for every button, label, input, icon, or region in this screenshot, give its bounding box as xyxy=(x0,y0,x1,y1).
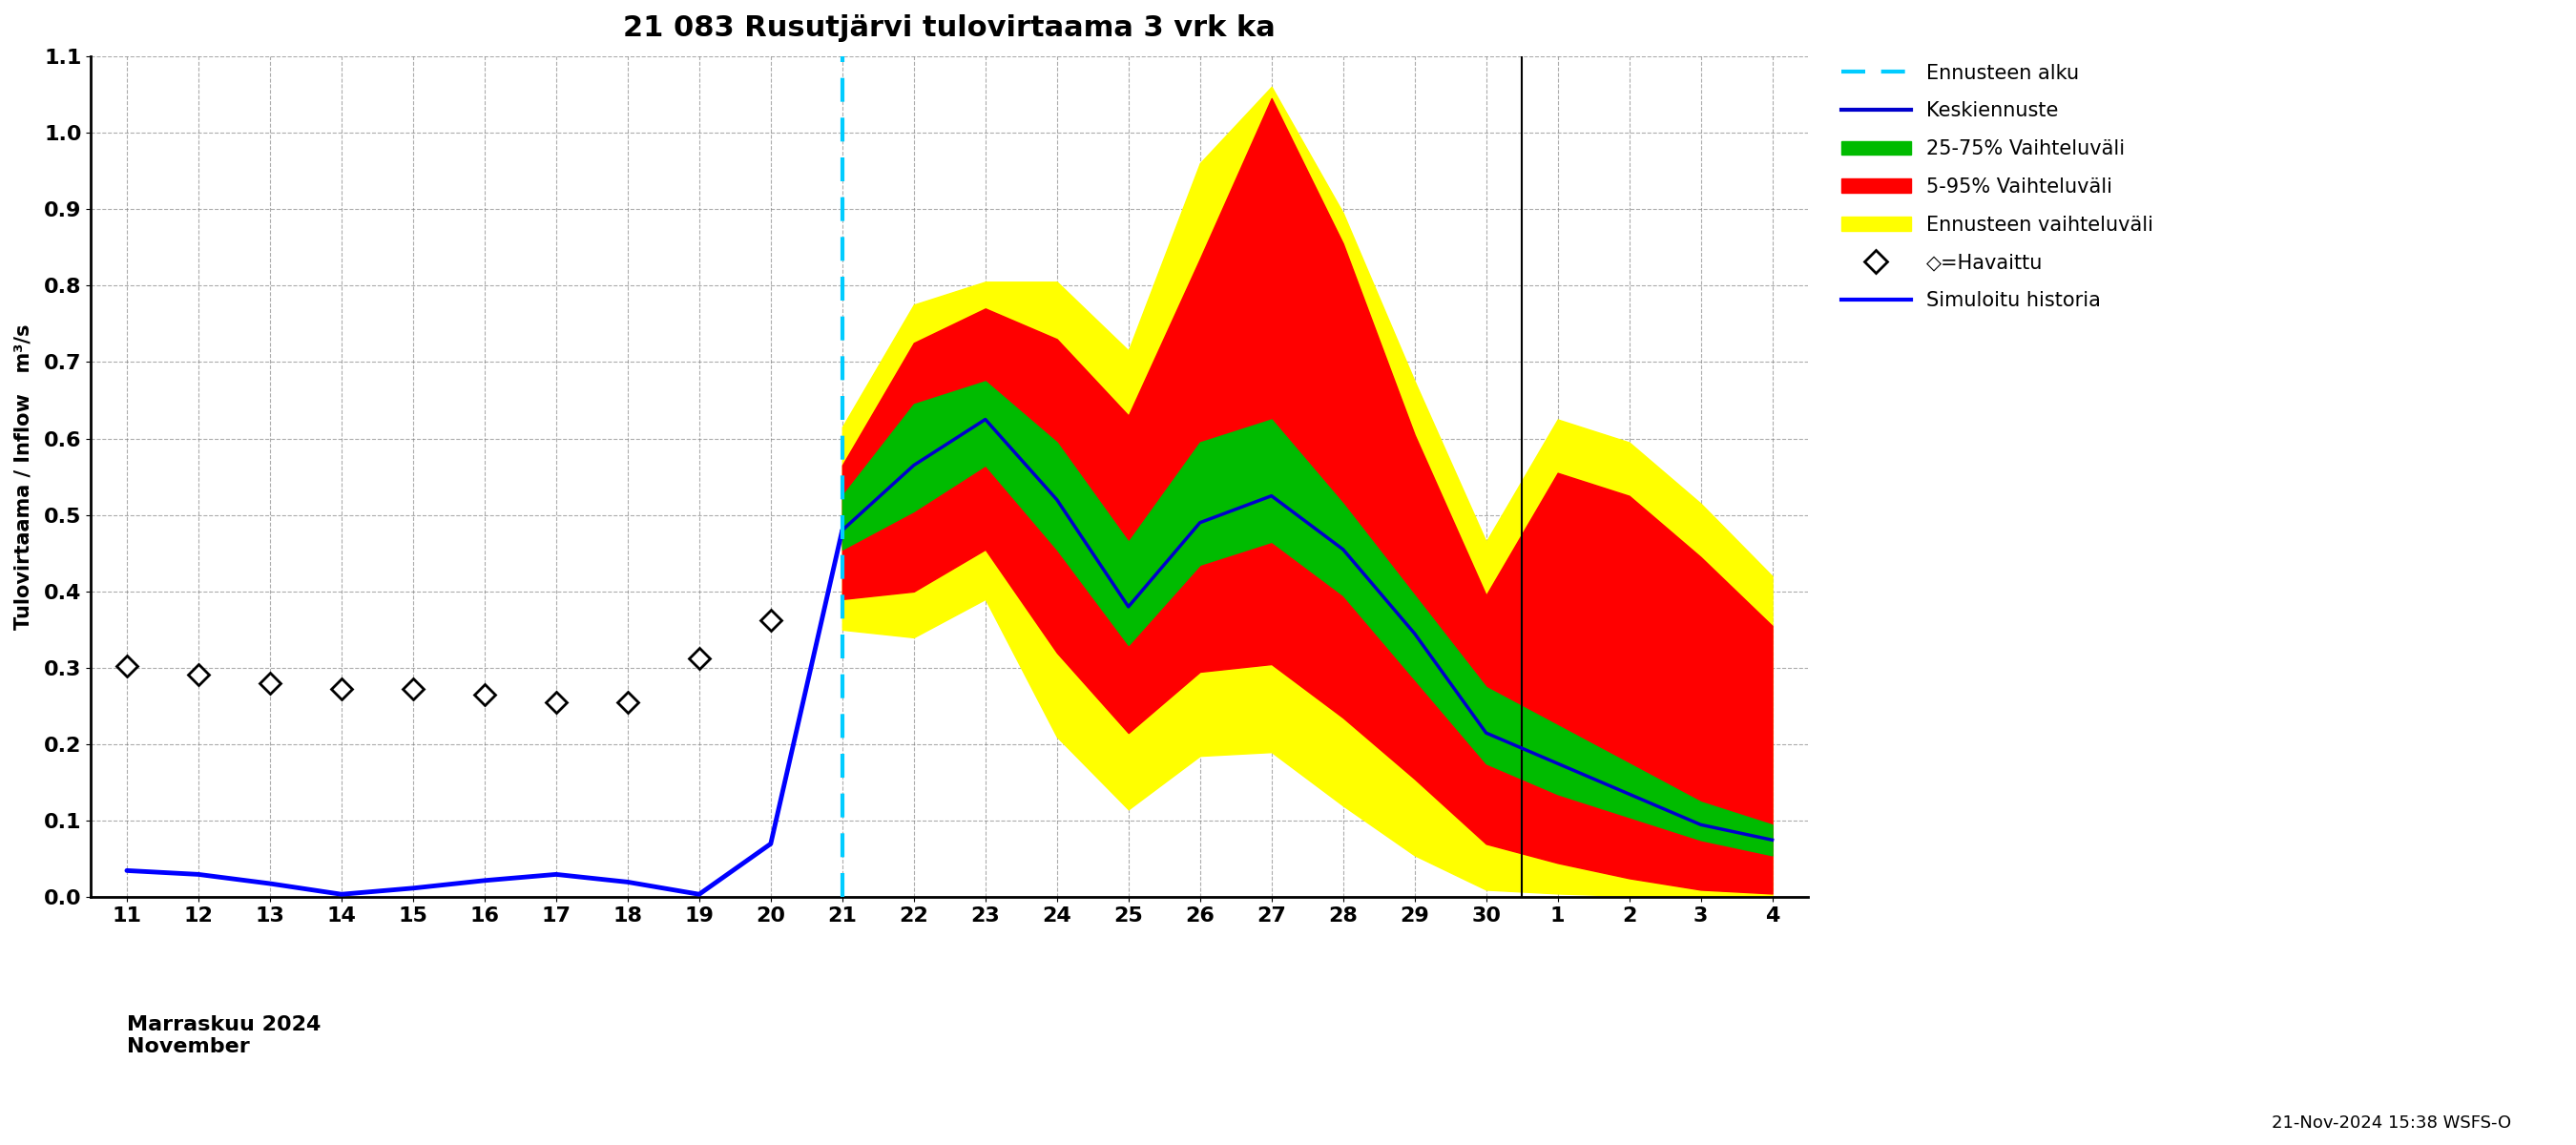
Y-axis label: Tulovirtaama / Inflow   m³/s: Tulovirtaama / Inflow m³/s xyxy=(15,324,33,630)
Text: Marraskuu 2024
November: Marraskuu 2024 November xyxy=(126,1016,322,1057)
Text: 21-Nov-2024 15:38 WSFS-O: 21-Nov-2024 15:38 WSFS-O xyxy=(2272,1114,2512,1131)
Title: 21 083 Rusutjärvi tulovirtaama 3 vrk ka: 21 083 Rusutjärvi tulovirtaama 3 vrk ka xyxy=(623,14,1275,42)
Legend: Ennusteen alku, Keskiennuste, 25-75% Vaihteluväli, 5-95% Vaihteluväli, Ennusteen: Ennusteen alku, Keskiennuste, 25-75% Vai… xyxy=(1834,57,2159,316)
